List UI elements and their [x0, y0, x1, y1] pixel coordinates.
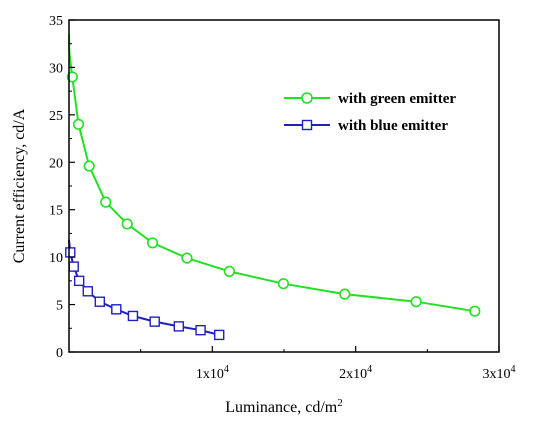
point-with-green-emitter	[66, 71, 78, 83]
point-with-blue-emitter	[94, 296, 106, 307]
point-with-blue-emitter	[173, 321, 184, 332]
y-tick-label: 25	[49, 109, 63, 124]
legend-marker-with-green-emitter	[301, 92, 313, 104]
point-with-blue-emitter	[149, 316, 160, 327]
series-layer	[65, 34, 481, 341]
point-with-green-emitter	[121, 218, 133, 230]
point-with-green-emitter	[181, 252, 193, 264]
point-with-green-emitter	[469, 305, 481, 317]
point-with-blue-emitter	[214, 329, 225, 341]
plot-frame	[68, 19, 500, 353]
point-with-blue-emitter	[65, 247, 76, 258]
point-with-green-emitter	[100, 196, 112, 208]
x-tick-exponent: 4	[224, 364, 229, 375]
point-with-blue-emitter	[68, 261, 79, 272]
x-tick-label: 3x104	[483, 364, 516, 382]
series-line-with-green-emitter	[68, 34, 475, 313]
x-tick-label: 2x104	[339, 364, 372, 382]
x-tick-label: 1x104	[196, 364, 229, 382]
point-with-green-emitter	[223, 265, 235, 277]
point-with-blue-emitter	[111, 304, 122, 315]
legend-label-with-green-emitter: with green emitter	[338, 91, 456, 107]
x-tick-exponent: 4	[367, 364, 372, 375]
point-with-blue-emitter	[195, 324, 206, 336]
y-tick-label: 20	[49, 156, 63, 171]
point-with-green-emitter	[83, 160, 95, 172]
point-with-green-emitter	[277, 278, 290, 290]
y-axis-label: Current efficiency, cd/A	[11, 108, 28, 263]
legend-label-with-blue-emitter: with blue emitter	[338, 118, 448, 134]
point-with-blue-emitter	[127, 310, 139, 322]
x-tick-mantissa: 1x10	[196, 367, 224, 382]
point-with-green-emitter	[410, 296, 422, 308]
y-tick-label: 5	[56, 299, 63, 314]
y-tick-label: 30	[49, 61, 63, 76]
point-with-green-emitter	[339, 288, 351, 300]
y-tick-label: 10	[49, 251, 63, 266]
point-with-green-emitter	[146, 237, 159, 249]
legend-marker-with-blue-emitter	[301, 119, 313, 131]
y-tick-label: 35	[49, 14, 63, 29]
point-with-green-emitter	[72, 118, 85, 130]
y-tick-label: 0	[56, 346, 63, 361]
legend: with green emitter with blue emitter	[284, 91, 456, 134]
y-tick-label: 15	[49, 204, 63, 219]
x-tick-exponent: 4	[511, 364, 516, 375]
x-tick-mantissa: 2x10	[339, 367, 367, 382]
point-with-blue-emitter	[82, 286, 93, 297]
x-axis-label-text: Luminance, cd/m	[225, 399, 338, 416]
x-axis-label: Luminance, cd/m2	[225, 397, 342, 416]
x-axis-label-superscript: 2	[337, 397, 343, 409]
x-tick-mantissa: 3x10	[483, 367, 511, 382]
point-with-blue-emitter	[73, 275, 85, 287]
